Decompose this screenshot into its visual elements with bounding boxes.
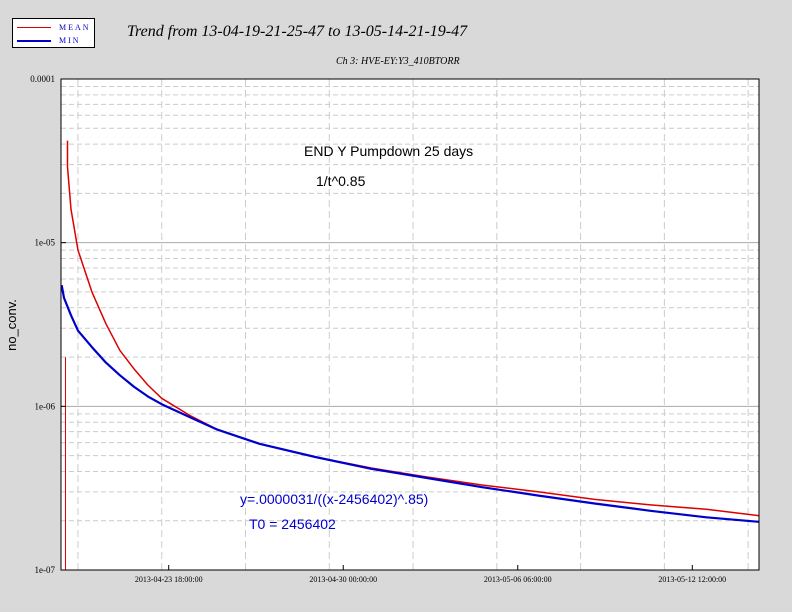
plot-background [61, 79, 759, 570]
x-tick-label: 2013-05-06 06:00:00 [484, 575, 552, 584]
legend-swatch-min [17, 40, 51, 42]
y-tick-label: 1e-06 [35, 401, 56, 411]
annotation-text: T0 = 2456402 [249, 516, 336, 532]
chart-title: Trend from 13-04-19-21-25-47 to 13-05-14… [127, 23, 468, 40]
annotation-text: 1/t^0.85 [316, 173, 366, 189]
y-axis-label: no_conv. [4, 299, 19, 351]
legend-label-min: MIN [59, 36, 81, 45]
x-tick-label: 2013-04-30 00:00:00 [309, 575, 377, 584]
legend: MEAN MIN [12, 18, 95, 48]
annotation-text: y=.0000031/((x-2456402)^.85) [240, 491, 428, 507]
chart-subtitle: Ch 3: HVE-EY:Y3_410BTORR [336, 56, 460, 67]
x-tick-label: 2013-05-12 12:00:00 [658, 575, 726, 584]
series-line-min [60, 285, 759, 523]
axis-layer: 0.0001 1e-05 1e-06 1e-07 2013-04-23 18:00:00… [4, 74, 726, 584]
series-layer [60, 140, 759, 570]
annotation-text: END Y Pumpdown 25 days [304, 143, 473, 159]
grid-layer [61, 79, 759, 570]
y-tick-label: 1e-07 [35, 565, 56, 575]
annotation-layer: END Y Pumpdown 25 days 1/t^0.85 y=.0000031… [240, 143, 473, 532]
plot-frame [60, 78, 760, 571]
legend-swatch-mean [17, 27, 51, 28]
y-tick-label: 0.0001 [30, 74, 55, 84]
y-tick-label: 1e-05 [35, 238, 56, 248]
legend-item-mean: MEAN [17, 22, 95, 34]
legend-label-mean: MEAN [59, 23, 91, 32]
x-tick-label: 2013-04-23 18:00:00 [135, 575, 203, 584]
legend-item-min: MIN [17, 35, 95, 47]
